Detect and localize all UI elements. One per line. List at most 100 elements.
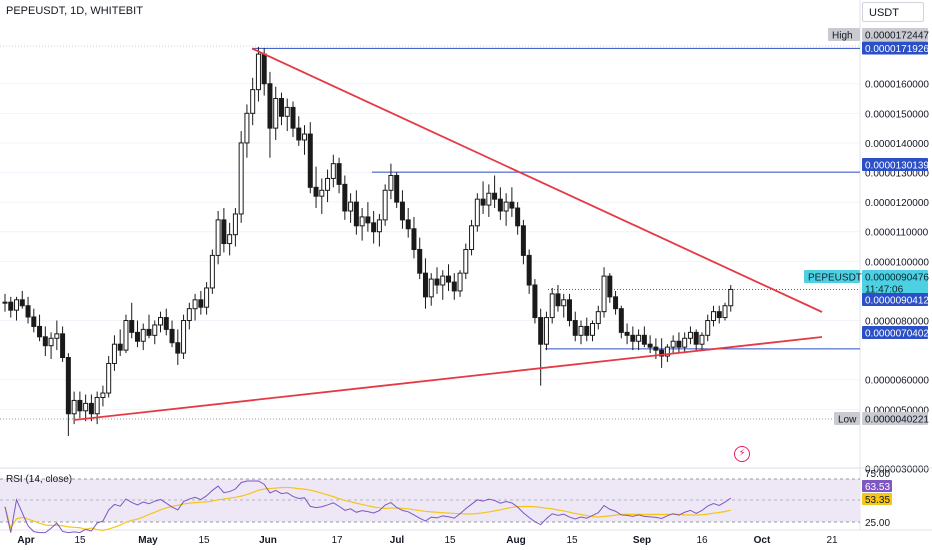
candle-body bbox=[54, 333, 60, 339]
candle-body bbox=[37, 325, 43, 338]
candle-body bbox=[526, 254, 532, 286]
candle-body bbox=[330, 163, 336, 179]
candle-body bbox=[273, 98, 279, 129]
candle-body bbox=[463, 248, 469, 274]
candle-body bbox=[65, 357, 71, 415]
x-tick-label: 17 bbox=[331, 535, 343, 546]
candle-body bbox=[48, 337, 54, 347]
price-tag-box bbox=[862, 326, 928, 339]
candle-body bbox=[613, 296, 619, 310]
candle-body bbox=[238, 142, 244, 215]
candle-body bbox=[353, 201, 359, 227]
candle-body bbox=[342, 183, 348, 212]
candle-body bbox=[728, 288, 734, 307]
price-tag-box bbox=[862, 282, 928, 295]
flash-icon[interactable]: ⚡ bbox=[734, 446, 750, 462]
symbol-title[interactable]: PEPEUSDT, 1D, WHITEBIT bbox=[6, 5, 143, 17]
candle-body bbox=[687, 331, 693, 339]
candle-body bbox=[469, 225, 475, 250]
price-tag-value: 0.0000040221 bbox=[865, 415, 929, 426]
y-tick-label: 0.0000110000 bbox=[865, 228, 929, 239]
candle-body bbox=[382, 189, 388, 221]
candle-body bbox=[520, 225, 526, 256]
candle-body bbox=[595, 311, 601, 324]
candle-body bbox=[509, 201, 515, 209]
x-tick-label: 15 bbox=[444, 535, 456, 546]
price-tag-label: PEPEUSDT bbox=[808, 273, 862, 284]
x-tick-label: May bbox=[138, 535, 158, 546]
candle-body bbox=[722, 305, 728, 319]
candle-body bbox=[94, 396, 100, 415]
y-tick-label: 0.0000060000 bbox=[865, 376, 929, 387]
candle-body bbox=[198, 299, 204, 308]
candle-body bbox=[566, 299, 572, 322]
candle-body bbox=[388, 174, 394, 191]
candle-body bbox=[630, 334, 636, 342]
candle-body bbox=[417, 248, 423, 274]
y-tick-label: 0.0000050000 bbox=[865, 405, 929, 416]
candle-body bbox=[365, 216, 371, 224]
candle-body bbox=[14, 299, 20, 311]
x-tick-label: Sep bbox=[633, 535, 651, 546]
price-tag-box bbox=[862, 293, 928, 306]
x-tick-label: Oct bbox=[754, 535, 771, 546]
candle-body bbox=[676, 340, 682, 348]
candle-body bbox=[670, 340, 676, 348]
price-tag: 0.0000172447 High bbox=[828, 28, 929, 42]
currency-selector[interactable]: USDT bbox=[862, 2, 924, 22]
y-tick-label: 0.0000030000 bbox=[865, 465, 929, 476]
candle-body bbox=[325, 177, 331, 191]
y-tick-label: 0.0000120000 bbox=[865, 198, 929, 209]
price-tag-label-box bbox=[804, 270, 860, 283]
rsi-ma-line bbox=[4, 486, 731, 531]
candle-body bbox=[641, 334, 647, 345]
candle-body bbox=[492, 192, 498, 200]
price-tag-value: 11:47:06 bbox=[865, 285, 904, 296]
candle-body bbox=[319, 189, 325, 197]
candle-body bbox=[607, 275, 613, 298]
price-tag: 11:47:06 bbox=[862, 282, 928, 296]
x-tick-label: 16 bbox=[696, 535, 708, 546]
price-tag: 0.0000130139 bbox=[862, 158, 929, 172]
price-tag-value: 0.0000171926 bbox=[865, 44, 929, 55]
rsi-value-box bbox=[862, 480, 892, 492]
price-tag: 0.0000090412 bbox=[862, 293, 929, 307]
price-tag-box bbox=[862, 41, 928, 55]
price-tag-box bbox=[862, 270, 928, 283]
candle-body bbox=[227, 234, 233, 245]
price-tag-value: 0.0000070402 bbox=[865, 329, 929, 340]
x-tick-label: Aug bbox=[506, 535, 525, 546]
candle-body bbox=[209, 254, 215, 289]
candle-body bbox=[88, 402, 94, 415]
rsi-line bbox=[4, 480, 732, 534]
price-tag: 0.0000171926 bbox=[862, 41, 929, 55]
candle-body bbox=[31, 316, 37, 327]
candle-body bbox=[693, 331, 699, 345]
price-tag-value: 0.0000090476 bbox=[865, 273, 929, 284]
y-tick-label: 0.0000140000 bbox=[865, 139, 929, 150]
candle-body bbox=[2, 301, 8, 304]
candle-body bbox=[699, 334, 705, 345]
y-tick-label: 0.0000100000 bbox=[865, 257, 929, 268]
rsi-ma-label: 53.35 bbox=[865, 495, 890, 506]
y-tick-label: 0.0000080000 bbox=[865, 317, 929, 328]
candle-body bbox=[371, 222, 377, 233]
candle-body bbox=[457, 272, 463, 292]
candle-body bbox=[307, 133, 313, 188]
candle-body bbox=[399, 201, 405, 221]
candle-body bbox=[250, 89, 256, 114]
candle-body bbox=[647, 343, 653, 348]
candle-body bbox=[446, 275, 452, 283]
candle-body bbox=[296, 127, 302, 141]
candle-body bbox=[278, 98, 284, 117]
rsi-value-label: 63.53 bbox=[865, 482, 890, 493]
candle-body bbox=[192, 299, 198, 310]
candle-body bbox=[169, 328, 175, 344]
candle-body bbox=[186, 308, 192, 322]
candle-body bbox=[163, 317, 169, 330]
candle-body bbox=[267, 83, 273, 129]
rsi-indicator-title[interactable]: RSI (14, close) bbox=[6, 474, 73, 485]
candle-body bbox=[480, 198, 486, 206]
